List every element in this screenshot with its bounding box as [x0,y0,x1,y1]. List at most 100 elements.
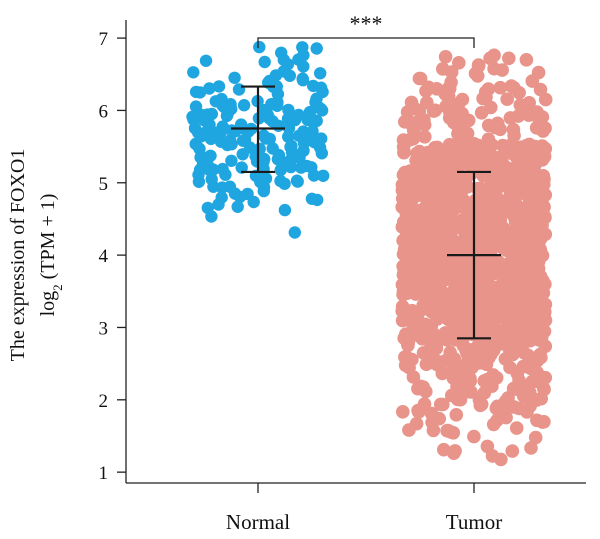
x-tick-label: Normal [226,510,290,534]
data-point [426,166,441,180]
data-point [297,144,310,157]
data-point [236,134,250,147]
data-point [193,86,207,99]
data-point [254,175,267,189]
y-axis-label-unit: (TPM + 1) [37,194,59,285]
data-point [538,313,553,328]
data-point [519,146,534,161]
data-point [276,158,289,171]
data-point [490,116,505,131]
data-point [517,346,532,360]
data-point [424,354,439,369]
data-point [441,212,456,227]
data-point [523,257,538,271]
data-point [528,430,543,445]
data-point [516,359,531,374]
data-point [297,49,310,62]
data-point [426,104,441,118]
data-point [449,312,464,326]
significance-label: *** [350,11,383,36]
data-point [315,104,329,117]
data-point [300,159,313,173]
data-point [490,162,504,177]
data-point [485,175,499,190]
data-point [464,385,478,399]
data-point [470,192,484,206]
data-point [282,103,295,117]
data-point [285,139,298,153]
data-point [418,130,432,144]
data-point [281,58,295,71]
data-point [259,132,273,145]
data-point [511,109,526,123]
data-point [282,121,296,135]
data-point [437,290,451,305]
data-point [399,227,414,241]
data-point [436,62,450,76]
data-point [493,80,508,95]
data-point [257,103,271,117]
data-point [288,226,301,239]
data-point [247,195,260,209]
data-point [509,421,524,435]
data-point [504,330,519,344]
data-point [502,51,516,66]
data-point [410,146,424,161]
x-axis-ticks: Normal Tumor [226,483,502,534]
data-point [316,85,329,99]
data-point [402,423,416,437]
data-point [437,264,451,278]
data-point [311,193,324,207]
data-point [484,347,498,362]
data-point [499,410,513,425]
data-point [522,108,536,122]
data-point [534,216,548,230]
data-point [291,175,304,188]
data-point [406,370,421,384]
data-point [317,169,330,182]
data-point [396,405,410,419]
data-point [530,332,545,347]
data-point [314,67,327,80]
data-point [445,363,460,378]
data-point [471,138,486,153]
data-point [483,268,498,283]
y-axis-label-log-base: 2 [50,284,65,291]
data-point [301,113,314,127]
data-point [531,65,546,80]
data-point [283,69,296,83]
y-tick-label: 2 [99,391,109,412]
data-point [525,374,539,389]
data-point [506,381,521,396]
data-point [480,439,495,454]
data-point [192,175,206,188]
data-point [491,337,505,352]
data-point [443,105,458,120]
data-point [521,317,535,331]
data-point [421,150,436,164]
data-point [511,163,525,178]
data-point [446,246,461,261]
data-point [487,48,501,63]
data-point [427,339,442,353]
data-point [525,281,539,296]
data-point [405,277,420,292]
data-point [253,142,266,156]
data-point [203,82,216,95]
data-point [513,98,528,112]
data-point [523,297,538,312]
data-point [225,154,238,167]
data-point [485,199,500,214]
data-point [471,58,486,72]
data-point [407,101,422,116]
y-tick-label: 5 [99,174,109,195]
data-point [398,350,412,364]
data-point [407,255,422,270]
data-point [203,118,216,131]
y-axis-label-line2: log2 (TPM + 1) [37,194,65,317]
data-point [538,92,553,107]
data-point [500,92,514,106]
y-axis-label-log: log [37,291,59,317]
data-point [189,100,203,113]
data-point [212,80,226,93]
